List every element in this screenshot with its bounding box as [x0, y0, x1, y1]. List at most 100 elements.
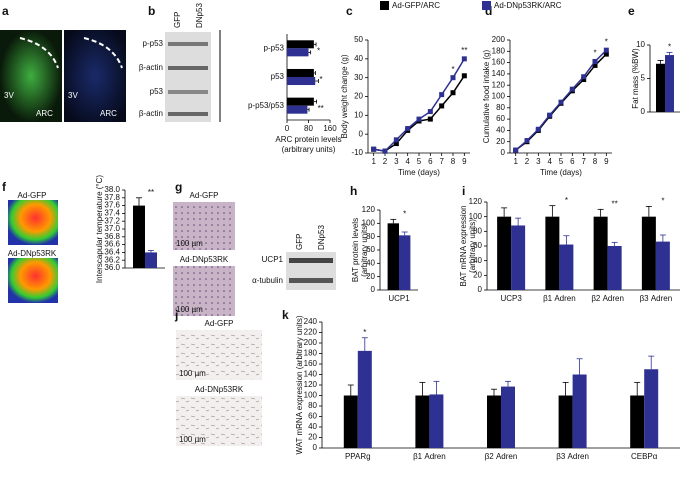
x-tick-label: 2 — [525, 157, 530, 166]
x-tick-label: 1 — [371, 157, 376, 166]
scale-bar-label: 100 µm — [176, 239, 203, 248]
y-tick-label: 30 — [354, 73, 363, 82]
marker — [592, 62, 598, 68]
y-tick-label: -10 — [351, 148, 363, 157]
blot-column-label: GFP — [173, 12, 182, 28]
y-tick-label: 0 — [641, 107, 646, 116]
annotation: * — [317, 46, 320, 55]
y-tick-label: 120 — [492, 80, 506, 89]
bar — [501, 386, 515, 448]
panel-letter: a — [2, 4, 9, 18]
x-axis-label: Time (days) — [398, 168, 440, 177]
y-tick-label: 160 — [492, 58, 506, 67]
legend-label: Ad-DNp53RK/ARC — [494, 1, 562, 10]
bar — [545, 216, 560, 290]
scale-bar-label: 100 µm — [179, 435, 206, 444]
x-tick-label: 7 — [439, 157, 444, 166]
y-tick-label: 5 — [641, 74, 646, 83]
y-tick-label: 80 — [473, 226, 482, 235]
band — [168, 42, 208, 46]
bar — [558, 395, 573, 448]
x-axis-label: Time (days) — [540, 168, 582, 177]
blot-row-label: p-p53 — [143, 39, 164, 48]
legend-swatch — [380, 1, 389, 10]
bar — [287, 48, 309, 57]
annotation: ** — [461, 46, 467, 55]
y-tick-label: 0 — [371, 285, 376, 294]
marker — [450, 75, 456, 81]
image-label: Ad-DNp53RK — [180, 255, 229, 264]
y-tick-label: 180 — [304, 349, 318, 358]
annotation: * — [451, 65, 454, 74]
x-tick-label: 3 — [394, 157, 399, 166]
bar — [145, 252, 157, 268]
annotation: * — [403, 209, 406, 218]
x-axis-label: (arbitrary units) — [282, 145, 336, 154]
y-axis-label: Interscapular temperature (°C) — [95, 175, 104, 283]
bar — [415, 395, 430, 448]
image — [176, 330, 262, 380]
blot-row-label: β-actin — [139, 109, 163, 118]
panel-letter: j — [174, 308, 178, 322]
x-tick-label: 0 — [285, 124, 290, 133]
image-label: Ad-DNp53RK — [195, 385, 244, 394]
y-tick-label: 20 — [308, 433, 317, 442]
y-tick-label: 180 — [492, 46, 506, 55]
band — [289, 278, 333, 283]
annotation: * — [668, 42, 671, 51]
bar — [644, 369, 659, 448]
marker — [393, 141, 399, 147]
bar — [665, 55, 674, 112]
marker — [461, 73, 467, 79]
bar — [656, 63, 665, 112]
y-tick-label: 36.2 — [104, 255, 120, 264]
panel-letter: f — [2, 180, 7, 194]
panel-letter: h — [350, 184, 357, 198]
bar — [357, 350, 372, 448]
marker — [393, 137, 399, 143]
y-tick-label: 200 — [492, 35, 506, 44]
blot — [286, 252, 336, 290]
x-tick-label: β3 Adren — [640, 294, 673, 303]
marker — [371, 146, 377, 152]
annotation: * — [565, 196, 568, 205]
annotation: * — [319, 75, 322, 84]
marker — [382, 148, 388, 154]
y-tick-label: 37.2 — [104, 216, 120, 225]
y-tick-label: p53 — [271, 72, 285, 81]
y-tick-label: 20 — [496, 137, 505, 146]
y-tick-label: 40 — [308, 422, 317, 431]
bar — [497, 216, 512, 290]
x-tick-label: β1 Adren — [543, 294, 576, 303]
y-tick-label: 60 — [308, 412, 317, 421]
panel-letter: e — [628, 4, 635, 18]
image-label: Ad-GFP — [18, 191, 47, 200]
x-tick-label: 8 — [451, 157, 456, 166]
band — [168, 112, 208, 116]
image-label: Ad-DNp53RK — [8, 249, 57, 258]
y-tick-label: 60 — [473, 241, 482, 250]
y-tick-label: 37.8 — [104, 193, 120, 202]
x-tick-label: 160 — [323, 124, 337, 133]
y-tick-label: 38.0 — [104, 185, 120, 194]
annotation: * — [363, 328, 366, 337]
annotation: ** — [612, 199, 618, 208]
marker — [558, 99, 564, 105]
y-axis-label: (arbitrary units) — [468, 219, 477, 273]
x-tick-label: 9 — [604, 157, 609, 166]
x-axis-label: ARC protein levels — [275, 135, 341, 144]
x-tick-label: 3 — [536, 157, 541, 166]
annotation: * — [661, 197, 664, 206]
blot — [165, 32, 211, 122]
y-tick-label: 0 — [501, 148, 506, 157]
y-tick-label: 20 — [366, 272, 375, 281]
scale-bar-label: 100 µm — [179, 369, 206, 378]
annotation: ** — [318, 104, 324, 113]
x-tick-label: 7 — [581, 157, 586, 166]
bar — [572, 374, 587, 448]
y-tick-label: 240 — [304, 317, 318, 326]
marker — [513, 147, 519, 153]
x-tick-label: PPARg — [345, 452, 371, 461]
marker — [427, 116, 433, 122]
y-tick-label: 36.0 — [104, 263, 120, 272]
